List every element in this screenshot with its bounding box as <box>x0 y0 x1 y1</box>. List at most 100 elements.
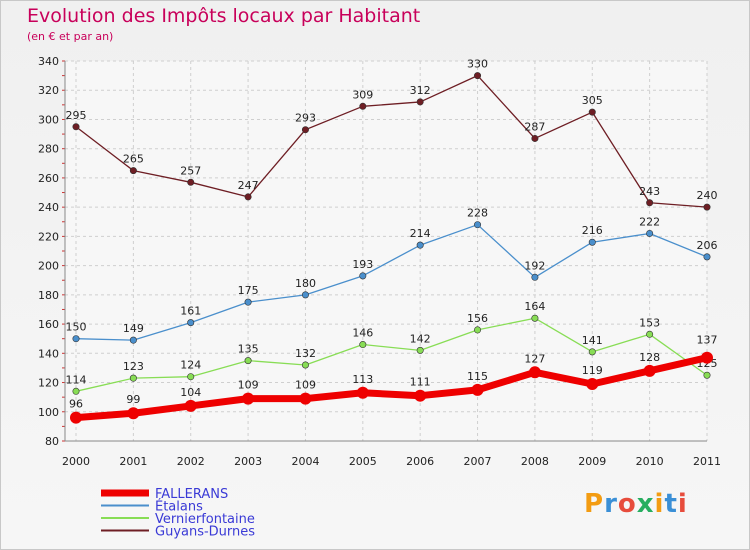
logo-letter: o <box>617 489 637 519</box>
y-tick-label: 160 <box>38 318 59 331</box>
y-tick-label: 220 <box>38 230 59 243</box>
data-point-vernierfontaine <box>129 374 137 382</box>
logo-letter: i <box>654 489 665 519</box>
x-tick-label: 2010 <box>636 455 664 468</box>
data-label-guyans-durnes: 257 <box>180 164 201 177</box>
data-label-fallerans: 113 <box>352 373 373 386</box>
y-tick-label: 200 <box>38 260 59 273</box>
data-label-vernierfontaine: 123 <box>123 360 144 373</box>
data-point-fallerans <box>643 364 656 377</box>
data-point-guyans-durnes <box>646 199 654 207</box>
y-tick-label: 320 <box>38 84 59 97</box>
data-point-fallerans <box>184 399 197 412</box>
data-point-vernierfontaine <box>187 373 195 381</box>
data-point-fallerans <box>242 392 255 405</box>
logo-letter: P <box>584 489 605 519</box>
data-label-vernierfontaine: 114 <box>66 373 87 386</box>
x-tick-label: 2011 <box>693 455 721 468</box>
x-tick-label: 2005 <box>349 455 377 468</box>
data-point-etalans <box>301 291 309 299</box>
y-tick-label: 300 <box>38 113 59 126</box>
data-label-fallerans: 115 <box>467 370 488 383</box>
data-label-fallerans: 119 <box>582 364 603 377</box>
data-label-guyans-durnes: 265 <box>123 153 144 166</box>
data-label-etalans: 216 <box>582 224 603 237</box>
data-label-etalans: 175 <box>238 284 259 297</box>
chart-subtitle: (en € et par an) <box>27 30 114 43</box>
legend-label-fallerans: FALLERANS <box>155 487 228 502</box>
data-label-guyans-durnes: 243 <box>639 185 660 198</box>
data-point-etalans <box>187 319 195 327</box>
y-tick-label: 240 <box>38 201 59 214</box>
data-label-etalans: 222 <box>639 215 660 228</box>
data-point-guyans-durnes <box>301 126 309 134</box>
data-point-vernierfontaine <box>703 371 711 379</box>
data-point-fallerans <box>299 392 312 405</box>
y-tick-label: 100 <box>38 406 59 419</box>
data-label-fallerans: 127 <box>524 352 545 365</box>
data-label-etalans: 206 <box>697 239 718 252</box>
data-point-vernierfontaine <box>72 387 80 395</box>
data-point-guyans-durnes <box>416 98 424 106</box>
data-point-guyans-durnes <box>129 167 137 175</box>
data-point-fallerans <box>528 366 541 379</box>
x-tick-label: 2003 <box>234 455 262 468</box>
x-tick-label: 2006 <box>406 455 434 468</box>
logo-letter: r <box>604 489 618 519</box>
y-tick-label: 280 <box>38 143 59 156</box>
data-point-etalans <box>588 238 596 246</box>
logo-letter: i <box>677 489 688 519</box>
x-tick-label: 2007 <box>464 455 492 468</box>
data-label-etalans: 228 <box>467 207 488 220</box>
data-label-fallerans: 99 <box>126 393 140 406</box>
data-point-fallerans <box>414 389 427 402</box>
data-label-guyans-durnes: 295 <box>66 109 87 122</box>
data-point-guyans-durnes <box>244 193 252 201</box>
data-point-guyans-durnes <box>588 108 596 116</box>
data-point-guyans-durnes <box>474 72 482 80</box>
chart-title: Evolution des Impôts locaux par Habitant <box>27 5 421 27</box>
logo-letter: t <box>664 489 678 519</box>
proxiti-logo: Proxiti <box>584 489 688 519</box>
data-point-vernierfontaine <box>301 361 309 369</box>
y-tick-label: 140 <box>38 347 59 360</box>
data-label-fallerans: 104 <box>180 386 201 399</box>
data-label-vernierfontaine: 146 <box>352 327 373 340</box>
data-label-guyans-durnes: 247 <box>238 179 259 192</box>
x-tick-label: 2000 <box>62 455 90 468</box>
data-label-etalans: 161 <box>180 305 201 318</box>
data-point-guyans-durnes <box>703 203 711 211</box>
data-point-fallerans <box>471 383 484 396</box>
data-label-vernierfontaine: 141 <box>582 334 603 347</box>
logo-letter: x <box>636 489 655 519</box>
data-label-vernierfontaine: 132 <box>295 347 316 360</box>
data-label-fallerans: 96 <box>69 398 83 411</box>
data-point-guyans-durnes <box>359 102 367 110</box>
data-label-etalans: 150 <box>66 321 87 334</box>
data-point-vernierfontaine <box>416 346 424 354</box>
series-line-fallerans <box>75 354 708 422</box>
y-tick-label: 80 <box>45 435 59 448</box>
x-tick-label: 2008 <box>521 455 549 468</box>
data-point-etalans <box>474 221 482 229</box>
data-label-vernierfontaine: 142 <box>410 332 431 345</box>
data-label-etalans: 214 <box>410 227 431 240</box>
data-label-vernierfontaine: 153 <box>639 316 660 329</box>
x-tick-label: 2001 <box>119 455 147 468</box>
data-point-etalans <box>531 273 539 281</box>
y-tick-label: 340 <box>38 55 59 68</box>
data-point-vernierfontaine <box>244 357 252 365</box>
plot-area <box>65 61 707 441</box>
data-label-etalans: 192 <box>524 259 545 272</box>
data-point-vernierfontaine <box>474 326 482 334</box>
data-point-vernierfontaine <box>531 314 539 322</box>
x-tick-label: 2002 <box>177 455 205 468</box>
series-line-vernierfontaine <box>75 317 708 392</box>
data-point-etalans <box>244 298 252 306</box>
data-point-etalans <box>416 241 424 249</box>
data-label-etalans: 193 <box>352 258 373 271</box>
data-label-guyans-durnes: 312 <box>410 84 431 97</box>
data-label-fallerans: 109 <box>238 379 259 392</box>
